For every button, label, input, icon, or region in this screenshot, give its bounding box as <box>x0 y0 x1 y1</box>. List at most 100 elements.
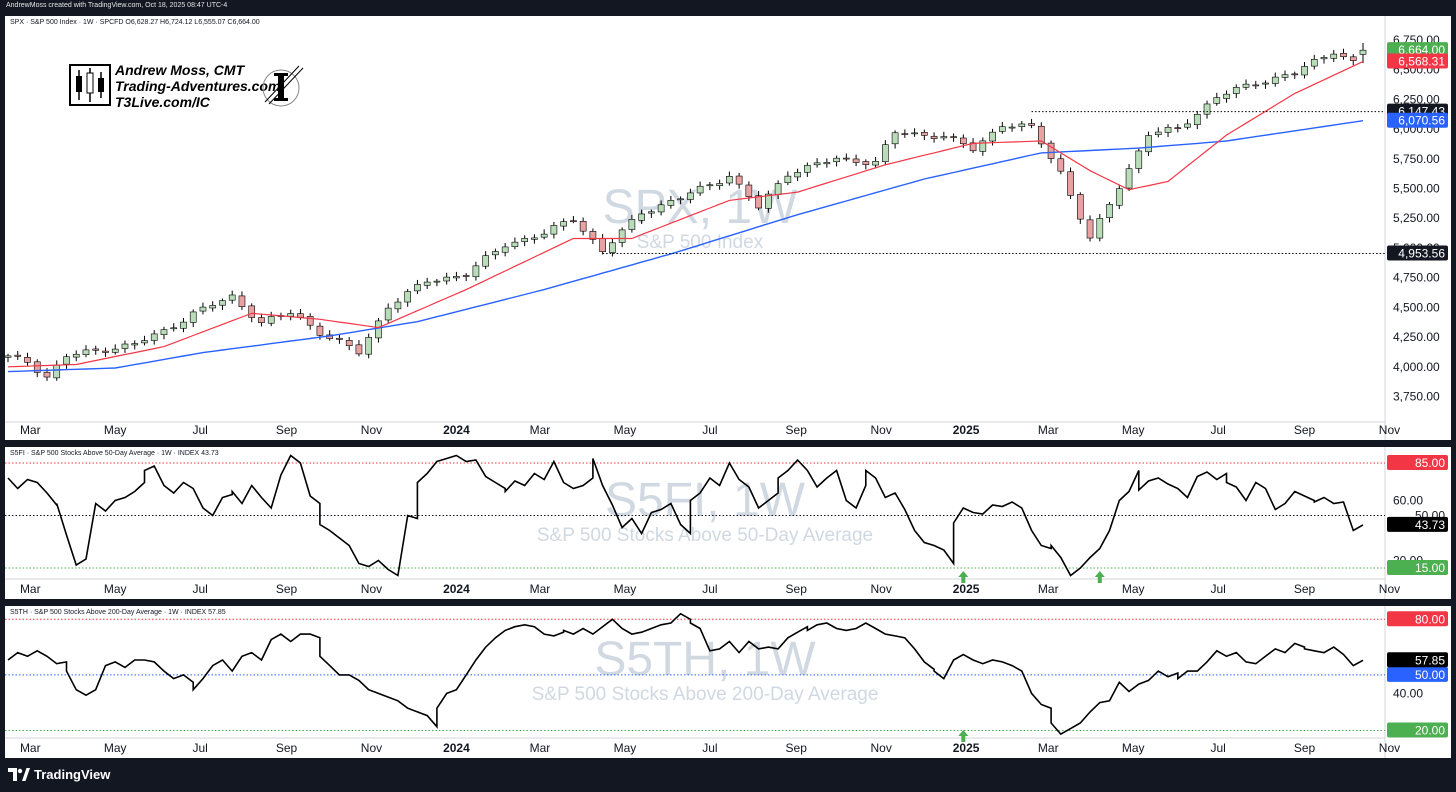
candle <box>862 159 870 170</box>
candle-body <box>180 321 187 329</box>
candle-body <box>111 348 119 353</box>
candle-body <box>5 355 12 358</box>
candle <box>1281 70 1289 82</box>
candle <box>1037 122 1045 148</box>
author-site: Trading-Adventures.com <box>115 78 281 94</box>
candle-body <box>228 294 236 301</box>
candle <box>492 248 499 260</box>
s5th-time-tick-0: Mar <box>20 741 41 755</box>
candle <box>1086 215 1094 242</box>
s5th-pane[interactable]: S5TH, 1W S&P 500 Stocks Above 200-Day Av… <box>5 606 1451 758</box>
s5th-last-tag: 57.85 <box>1415 653 1445 667</box>
candle-body <box>804 165 811 173</box>
candle <box>180 317 187 333</box>
s5fi-time-tick-12: Mar <box>1038 582 1059 596</box>
candle-body <box>1028 123 1035 126</box>
candle <box>921 129 928 140</box>
candle <box>950 133 957 142</box>
candle <box>1213 92 1221 106</box>
candle-body <box>628 219 636 230</box>
candle-body <box>745 184 753 197</box>
candle <box>648 209 655 218</box>
candle <box>579 217 587 236</box>
candle <box>1076 192 1084 224</box>
candle-body <box>189 311 197 323</box>
candle <box>1262 80 1269 89</box>
candle <box>121 340 129 353</box>
candle <box>628 214 636 233</box>
candle-body <box>531 237 538 240</box>
candle-body <box>1018 123 1026 127</box>
price-y-tick-1: 4,000.00 <box>1393 360 1440 374</box>
candle <box>453 271 460 282</box>
candle <box>141 335 148 346</box>
candle <box>911 128 918 137</box>
price-time-tick-16: Nov <box>1379 423 1400 437</box>
s5fi-time-tick-16: Nov <box>1379 582 1400 596</box>
candle <box>765 190 772 213</box>
price-pane[interactable]: SPX, 1W S&P 500 Index 3,750.00 4,000.00 4,… <box>5 16 1451 440</box>
candle <box>443 272 450 285</box>
candle <box>501 243 509 257</box>
candle-body <box>638 213 645 221</box>
candle-body <box>989 131 996 142</box>
tradingview-logo[interactable]: TradingView <box>8 765 110 785</box>
candle <box>833 155 840 167</box>
candle <box>258 313 265 327</box>
candle-body <box>141 340 148 344</box>
candle <box>1252 80 1260 89</box>
candle <box>784 171 792 186</box>
s5th-chart-svg[interactable]: Mar May Jul Sep Nov 2024 Mar May Jul Sep Nov 2025 Ma… <box>5 606 1451 758</box>
price-chart-svg[interactable]: 3,750.00 4,000.00 4,250.00 4,500.00 4,750.00… <box>5 16 1451 440</box>
candle <box>170 323 178 332</box>
candle-body <box>375 320 382 339</box>
s5th-time-tick-5: 2024 <box>443 741 470 755</box>
candle-body <box>453 276 460 279</box>
candle <box>1310 54 1318 70</box>
candle-body <box>1184 123 1191 128</box>
price-time-tick-6: Mar <box>530 423 551 437</box>
candle-body <box>667 200 675 206</box>
candle-body <box>774 183 782 195</box>
candle-body <box>33 361 41 373</box>
candle-body <box>570 220 577 223</box>
candle <box>706 181 714 191</box>
candle <box>823 158 831 168</box>
candle <box>5 353 12 363</box>
candle-body <box>355 344 363 355</box>
candle <box>1271 72 1279 87</box>
candle-body <box>287 313 295 317</box>
price-time-tick-11: 2025 <box>953 423 980 437</box>
candle <box>1096 213 1104 242</box>
candle-body <box>1193 114 1201 126</box>
price-time-tick-15: Sep <box>1294 423 1316 437</box>
candle-body <box>823 162 831 165</box>
candle-body <box>423 281 431 286</box>
candle-body <box>24 357 31 363</box>
price-time-tick-3: Sep <box>276 423 298 437</box>
candle-body <box>1037 125 1045 145</box>
candle-body <box>219 300 226 306</box>
s5fi-chart-svg[interactable]: Mar May Jul Sep Nov 2024 Mar May Jul Sep Nov 2025 Ma… <box>5 447 1451 599</box>
candle-body <box>882 144 889 162</box>
price-time-tick-2: Jul <box>193 423 208 437</box>
candle-body <box>833 157 840 163</box>
candle-body <box>706 184 714 187</box>
candle-body <box>1252 84 1260 87</box>
candle-body <box>1086 219 1094 239</box>
s5fi-level-tag-2: 15.00 <box>1415 561 1445 575</box>
candle <box>852 154 860 167</box>
price-tag-1-bg <box>1387 53 1448 69</box>
candle <box>570 215 577 224</box>
candle <box>199 302 207 315</box>
price-y-tick-8: 5,750.00 <box>1393 152 1440 166</box>
candle-body <box>53 364 61 379</box>
candle-body <box>911 132 918 135</box>
tradingview-logo-icon <box>8 768 30 781</box>
candle-body <box>1310 59 1318 67</box>
candle-body <box>950 136 957 138</box>
candle <box>384 303 392 323</box>
candle-body <box>1262 82 1269 85</box>
candle <box>1125 164 1133 192</box>
s5fi-pane[interactable]: S5FI, 1W S&P 500 Stocks Above 50-Day Ave… <box>5 447 1451 599</box>
